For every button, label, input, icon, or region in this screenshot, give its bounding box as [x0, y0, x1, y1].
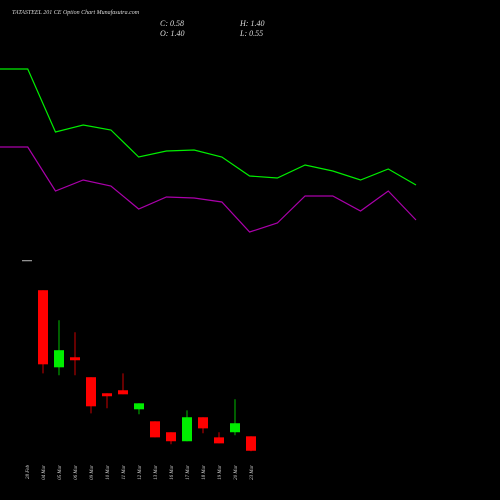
x-tick-label: 04 Mar [42, 465, 47, 480]
x-tick-label: 13 Mar [154, 465, 159, 480]
x-tick-label: 11 Mar [122, 465, 127, 480]
x-tick-label: 23 Mar [250, 465, 255, 480]
high-label: H: 1.40 [239, 19, 264, 28]
indicator-line [0, 68, 417, 186]
candle-body [198, 417, 208, 429]
candle-body [70, 357, 80, 361]
x-tick-label: 16 Mar [170, 465, 175, 480]
candle-body [22, 260, 32, 262]
x-tick-label: 05 Mar [58, 465, 63, 480]
indicator-line [0, 146, 417, 233]
candle-body [182, 417, 192, 442]
candle-body [166, 432, 176, 442]
candle-body [38, 290, 48, 365]
close-label: C: 0.58 [160, 19, 184, 28]
candle-body [86, 377, 96, 407]
x-tick-label: 10 Mar [106, 465, 111, 480]
candle-body [118, 390, 128, 395]
candle-body [230, 423, 240, 433]
x-tick-label: 28 Feb [26, 465, 31, 480]
x-tick-label: 12 Mar [138, 465, 143, 480]
candle-body [134, 403, 144, 410]
candle-body [102, 393, 112, 397]
candle-body [150, 421, 160, 438]
candle-body [246, 436, 256, 451]
open-label: O: 1.40 [160, 29, 184, 38]
x-tick-label: 09 Mar [90, 465, 95, 480]
chart-title: TATASTEEL 201 CE Option Chart Munafasutr… [12, 9, 140, 16]
low-label: L: 0.55 [239, 29, 263, 38]
x-tick-label: 18 Mar [202, 465, 207, 480]
candle-body [54, 350, 64, 368]
x-tick-label: 19 Mar [218, 465, 223, 480]
x-tick-label: 06 Mar [74, 465, 79, 480]
x-tick-label: 20 Mar [234, 465, 239, 480]
x-tick-label: 17 Mar [186, 465, 191, 480]
candle-body [214, 437, 224, 444]
